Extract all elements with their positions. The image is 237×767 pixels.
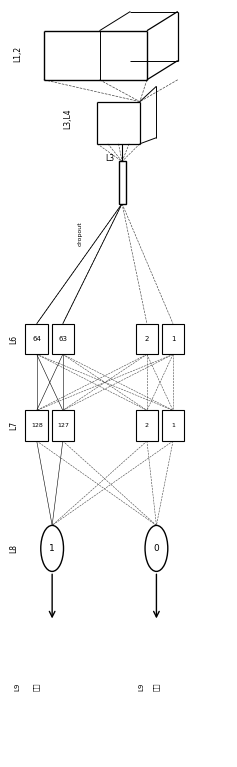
Bar [52,324,74,354]
Text: L3: L3 [106,154,115,163]
Text: 63: 63 [58,336,67,342]
Text: L6: L6 [10,334,19,344]
Text: 裂缝: 裂缝 [33,682,40,691]
Text: 2: 2 [145,423,149,428]
Bar [162,410,184,441]
Text: 背景: 背景 [153,682,160,691]
Text: 1: 1 [171,423,175,428]
Text: L8: L8 [10,544,19,553]
Bar [52,410,74,441]
Bar [118,162,126,204]
Text: dropout: dropout [78,222,83,246]
Text: L3,L4: L3,L4 [63,109,72,129]
Text: 0: 0 [154,544,159,553]
Text: L1,2: L1,2 [13,45,22,62]
Bar [136,324,158,354]
Text: 128: 128 [31,423,43,428]
Bar [136,410,158,441]
Text: 1: 1 [171,336,175,342]
Text: L9: L9 [15,683,21,690]
Text: L9: L9 [138,683,144,690]
Text: 127: 127 [57,423,69,428]
Text: L7: L7 [10,421,19,430]
Text: 1: 1 [49,544,55,553]
Bar [25,410,48,441]
Text: 64: 64 [32,336,41,342]
Bar [25,324,48,354]
Text: 2: 2 [145,336,149,342]
Bar [162,324,184,354]
